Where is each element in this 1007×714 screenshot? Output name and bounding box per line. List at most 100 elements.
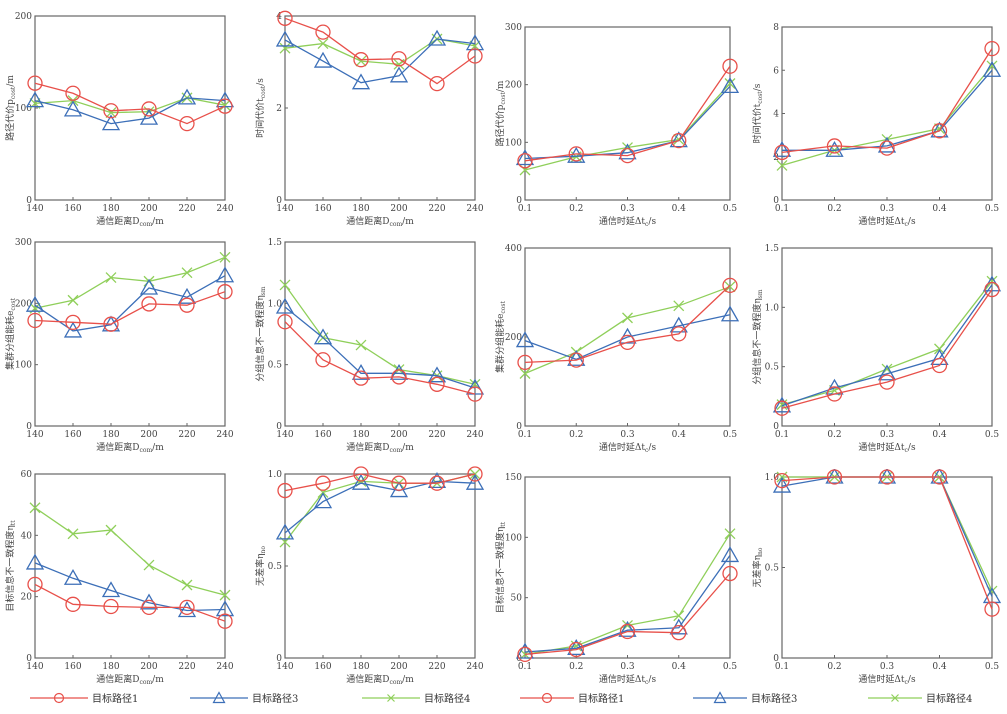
x-tick-label: 0.2 <box>569 662 583 672</box>
plot-frame <box>524 476 731 659</box>
y-axis-label: 路径代价pcost/m <box>494 80 507 146</box>
triangle-marker <box>101 114 121 131</box>
legend-label: 目标路径3 <box>751 694 798 705</box>
y-tick-label: 0 <box>276 654 282 664</box>
chart-panel-b1: 0 100 200 300 140 160 180 200 220 240 通信距离Dcom/m 集群… <box>4 238 235 454</box>
circle-marker <box>774 472 790 489</box>
circle-marker <box>277 482 293 499</box>
series-line <box>524 85 731 160</box>
series-path1 <box>27 576 233 629</box>
y-axis-label: 集群分组能耗ecost <box>494 301 507 373</box>
y-tick-label: 4 <box>773 110 779 120</box>
x-tick-label: 240 <box>216 430 233 440</box>
y-axis-label: 分组信息不一致程度ηsm <box>751 289 764 384</box>
series-path1 <box>27 75 233 132</box>
circle-marker <box>467 48 483 64</box>
x-marker-icon <box>362 693 420 702</box>
circle-marker <box>984 601 1000 617</box>
series-path1 <box>277 10 483 92</box>
y-tick-label: 300 <box>15 238 32 248</box>
legend-item-path4-left: 目标路径4 <box>362 690 470 705</box>
x-tick-label: 0.1 <box>775 430 789 440</box>
x-marker <box>724 281 736 293</box>
triangle-marker <box>139 278 159 295</box>
triangle-marker <box>669 316 688 333</box>
triangle-marker <box>877 469 897 484</box>
circle-marker <box>517 153 533 169</box>
circle-marker <box>429 376 445 392</box>
y-tick-label: 0 <box>26 422 32 432</box>
circle-marker <box>774 400 790 416</box>
y-axis-label: 集群分组能耗ecost <box>4 298 17 370</box>
circle-marker <box>826 386 843 402</box>
triangle-marker <box>177 287 197 304</box>
series-line <box>524 573 731 656</box>
circle-marker <box>179 599 195 616</box>
y-tick-label: 0 <box>773 422 779 432</box>
circle-marker <box>391 369 407 385</box>
x-tick-label: 220 <box>178 430 195 440</box>
x-tick-label: 200 <box>390 430 407 440</box>
x-tick-label: 220 <box>428 430 445 440</box>
y-tick-label: 60 <box>21 470 33 480</box>
circle-marker <box>179 115 195 132</box>
x-tick-label: 160 <box>314 662 331 672</box>
y-tick-label: 1.0 <box>765 473 780 483</box>
x-tick-label: 0.4 <box>672 204 687 214</box>
y-tick-label: 200 <box>15 12 32 22</box>
triangle-marker <box>567 639 586 655</box>
circle-marker <box>65 596 81 612</box>
x-marker <box>219 251 231 263</box>
triangle-marker <box>215 600 235 617</box>
y-tick-label: 1.5 <box>765 244 780 254</box>
x-axis-label: 通信时延Δtc/s <box>858 215 916 228</box>
triangle-marker <box>825 140 844 157</box>
y-tick-label: 400 <box>505 244 522 254</box>
plot-frame <box>34 241 226 427</box>
series-line <box>34 256 226 309</box>
x-tick-label: 200 <box>140 430 157 440</box>
series-path1 <box>517 565 738 663</box>
triangle-marker <box>389 66 409 83</box>
triangle-marker-icon <box>190 690 248 703</box>
circle-marker <box>671 326 687 342</box>
x-tick-label: 0.1 <box>518 204 532 214</box>
x-tick-label: 240 <box>466 204 483 214</box>
circle-marker <box>568 352 584 368</box>
circle-marker <box>671 625 687 641</box>
x-tick-label: 160 <box>64 204 81 214</box>
triangle-marker <box>275 297 295 314</box>
x-marker <box>622 312 633 324</box>
series-line <box>781 48 993 154</box>
x-axis-label: 通信距离Dcom/m <box>96 215 164 228</box>
circle-marker <box>391 475 407 491</box>
x-tick-label: 240 <box>466 430 483 440</box>
x-axis-label: 通信时延Δtc/s <box>599 441 657 454</box>
x-tick-label: 0.4 <box>672 662 687 672</box>
circle-marker <box>353 370 369 386</box>
x-tick-label: 220 <box>428 662 445 672</box>
x-tick-label: 0.2 <box>569 430 583 440</box>
x-tick-label: 0.4 <box>932 662 947 672</box>
plot-frame <box>284 241 476 427</box>
triangle-marker <box>63 321 83 338</box>
circle-marker <box>277 10 293 26</box>
circle-marker <box>315 352 331 368</box>
triangle-marker <box>877 136 897 153</box>
y-tick-label: 0.5 <box>268 562 283 572</box>
x-tick-label: 0.5 <box>723 430 738 440</box>
circle-marker <box>277 314 293 330</box>
y-tick-label: 50 <box>511 594 523 604</box>
x-marker-icon <box>868 693 922 702</box>
y-axis-label: 无差率ηno <box>254 546 267 586</box>
series-path1 <box>277 466 483 499</box>
y-tick-label: 0.5 <box>268 361 283 371</box>
circle-marker <box>217 284 233 300</box>
legend-label: 目标路径1 <box>578 694 625 705</box>
circle-marker <box>315 475 331 491</box>
y-axis-label: 路径代价pcost/m <box>4 75 17 141</box>
series-path4 <box>29 502 231 601</box>
y-axis-label: 无差率ηno <box>751 547 764 587</box>
circle-marker <box>619 147 636 164</box>
